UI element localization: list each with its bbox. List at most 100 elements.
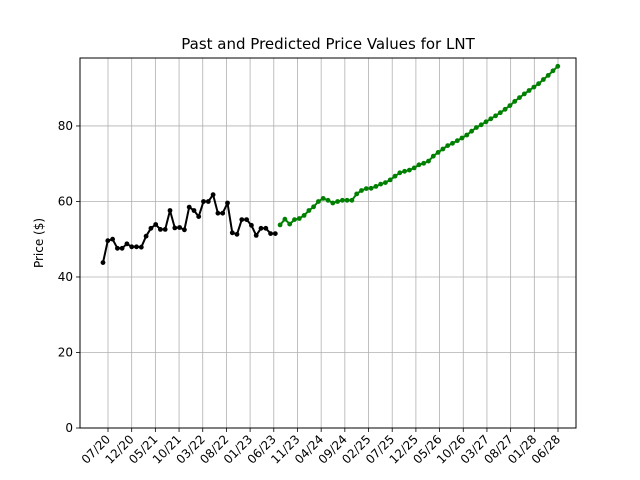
data-point [316, 199, 321, 204]
data-point [445, 143, 451, 149]
chart-title: Past and Predicted Price Values for LNT [181, 35, 475, 53]
data-point [272, 231, 278, 237]
data-point [148, 225, 154, 231]
data-point [268, 231, 273, 237]
data-point [488, 116, 494, 122]
data-point [526, 88, 532, 93]
data-point [363, 186, 369, 192]
data-point [407, 167, 412, 173]
data-point [335, 199, 340, 204]
data-point [387, 177, 393, 183]
data-point [392, 173, 398, 179]
data-point [536, 81, 541, 87]
data-point [138, 244, 144, 250]
data-point [167, 208, 173, 213]
data-point [521, 91, 527, 97]
data-point [464, 132, 470, 138]
data-point [555, 63, 561, 69]
y-axis-ticks: 0 20 40 60 80 [58, 119, 80, 435]
data-point [545, 73, 551, 78]
data-point [306, 208, 312, 213]
data-point [430, 153, 436, 159]
data-point [177, 225, 183, 230]
data-point [277, 222, 283, 228]
y-tick-label: 0 [65, 421, 73, 435]
data-point [296, 216, 302, 221]
data-point [354, 191, 360, 197]
data-point [215, 210, 221, 216]
data-point [383, 180, 388, 186]
data-point [201, 199, 206, 204]
data-point [378, 181, 384, 187]
data-point [253, 233, 259, 238]
data-point [263, 225, 269, 231]
data-point [478, 122, 484, 128]
data-point [517, 95, 522, 100]
data-point [344, 197, 350, 203]
data-point [134, 244, 139, 250]
data-point [220, 210, 226, 216]
data-point [162, 227, 168, 232]
data-point [129, 244, 135, 250]
data-point [497, 110, 503, 116]
data-point [330, 200, 336, 206]
data-point [244, 217, 250, 223]
y-tick-label: 40 [58, 270, 73, 284]
data-point [182, 227, 187, 233]
data-point [454, 138, 460, 144]
data-point [474, 125, 479, 130]
data-point [502, 106, 508, 112]
data-point [426, 158, 431, 164]
data-point [397, 170, 403, 176]
data-point [210, 192, 216, 198]
data-point [483, 119, 489, 125]
data-point [325, 197, 331, 203]
data-point [258, 225, 264, 231]
data-point [143, 233, 149, 239]
data-point [349, 197, 355, 203]
data-point [234, 231, 240, 237]
data-point [416, 162, 422, 168]
data-point [186, 204, 192, 210]
y-tick-label: 60 [58, 194, 73, 208]
data-point [421, 160, 427, 166]
data-point [110, 236, 115, 242]
data-point [411, 165, 417, 171]
data-point [320, 196, 326, 201]
series-layer [100, 63, 561, 265]
data-point [158, 227, 163, 232]
data-point [459, 135, 465, 141]
data-point [249, 222, 254, 228]
y-axis-label: Price ($) [32, 218, 46, 268]
data-point [225, 200, 230, 206]
data-point [153, 222, 159, 227]
data-point [435, 150, 441, 155]
data-point [531, 84, 537, 90]
grid-lines [80, 58, 576, 429]
data-point [119, 245, 125, 251]
data-point [282, 216, 288, 222]
data-point [440, 146, 446, 152]
data-point [229, 230, 235, 236]
plot-frame [79, 57, 577, 429]
data-point [450, 140, 455, 146]
y-tick-label: 20 [58, 345, 73, 359]
data-point [205, 199, 211, 204]
data-point [469, 128, 474, 134]
y-tick-label: 80 [58, 119, 73, 133]
data-point [196, 214, 202, 220]
data-point [512, 99, 518, 104]
data-point [311, 204, 316, 210]
data-point [541, 77, 546, 82]
data-point [550, 68, 556, 74]
data-point [368, 185, 374, 191]
data-point [373, 184, 379, 189]
data-point [191, 208, 197, 213]
data-point [359, 188, 364, 193]
data-point [507, 103, 513, 108]
data-point [340, 197, 345, 203]
data-point [172, 225, 178, 231]
data-point [105, 238, 111, 244]
